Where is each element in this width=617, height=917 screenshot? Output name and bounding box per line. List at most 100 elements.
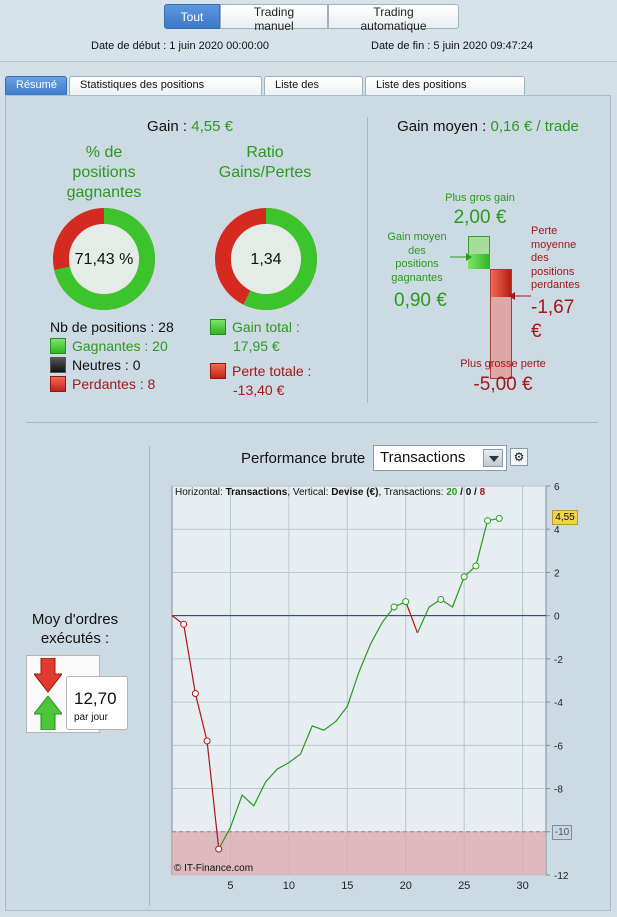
ratio-value: 1,34 (250, 251, 282, 268)
data-point (460, 573, 468, 581)
data-point (191, 689, 199, 697)
green-square-icon (50, 338, 66, 354)
loss-zone (172, 831, 546, 875)
ratio-title-line-1: Ratio (246, 144, 284, 161)
green-square-icon (210, 319, 226, 335)
avg-losing-value-unit: € (531, 321, 542, 342)
x-tick-label: 30 (517, 880, 529, 892)
avg-winning-line-3: positions (395, 258, 439, 270)
data-point (437, 595, 445, 603)
y-tick-label: -4 (554, 698, 563, 709)
data-point (215, 845, 223, 853)
y-tick-label: -12 (554, 871, 569, 882)
orders-title-line-1: Moy d'ordres (31, 611, 119, 628)
avg-gain-arrow-icon (450, 253, 472, 261)
header-v-label: , Vertical: (287, 487, 332, 498)
series-markers (180, 514, 503, 853)
totals: Gain total : 17,95 € Perte totale : -13,… (210, 318, 311, 400)
gain-total-row: Gain total : (210, 318, 311, 337)
gain-label: Gain : (147, 118, 188, 135)
mode-selector: Tout Trading manuel Trading automatique (164, 4, 459, 33)
avg-winning-label: Gain moyen des positions gagnantes (380, 231, 454, 285)
series-line (416, 517, 500, 634)
chart-mode-selected: Transactions (380, 449, 466, 466)
pct-donut-winning-arc (53, 208, 155, 310)
avg-gain-bar (468, 254, 490, 269)
chart-mode-select[interactable]: Transactions (373, 445, 507, 471)
orders-unit: par jour (74, 712, 108, 723)
mode-all-button[interactable]: Tout (164, 4, 220, 29)
mode-manual-button[interactable]: Trading manuel (220, 4, 328, 33)
biggest-loss-label: Plus grosse perte (460, 358, 546, 370)
orders-title: Moy d'ordres exécutés : (20, 610, 130, 648)
plot-area (171, 485, 547, 876)
avg-winning-line-1: Gain moyen (387, 231, 447, 243)
header-h-label: Horizontal: (175, 487, 226, 498)
ratio-title: Ratio Gains/Pertes (200, 143, 330, 183)
neutral-count: Neutres : 0 (72, 357, 141, 373)
header-sep-2: / (471, 487, 480, 498)
header-h-value: Transactions (225, 487, 288, 498)
biggest-gain-label: Plus gros gain (445, 192, 515, 204)
gain-total-value: 17,95 € (233, 338, 280, 354)
avg-losing-value-number: -1,67 (531, 297, 575, 318)
black-square-icon (50, 357, 66, 373)
x-tick-labels: 5 10 15 20 25 30 (227, 880, 528, 892)
avg-winning-line-2: des (408, 244, 426, 257)
gain-value: 4,55 € (191, 118, 233, 135)
x-tick-label: 20 (400, 880, 412, 892)
chevron-down-icon[interactable] (483, 449, 503, 467)
header-tx-green: 20 (446, 487, 458, 498)
mode-auto-button[interactable]: Trading automatique (328, 4, 459, 33)
losing-count-row: Perdantes : 8 (50, 375, 174, 394)
orders-value: 12,70 (74, 689, 117, 708)
neutral-count-row: Neutres : 0 (50, 356, 174, 375)
pct-winning-title: % de positions gagnantes (40, 143, 168, 203)
data-point (390, 603, 398, 611)
orders-value-box (66, 676, 128, 730)
red-square-icon (50, 376, 66, 392)
positions-breakdown: Nb de positions : 28 Gagnantes : 20 Neut… (50, 318, 174, 394)
data-point (495, 514, 503, 522)
ratio-title-line-2: Gains/Pertes (218, 164, 312, 181)
gain-total-label: Gain total : (232, 319, 300, 335)
x-tick-label: 15 (341, 880, 353, 892)
orders-title-line-2: exécutés : (40, 630, 110, 647)
tab-liste-positions[interactable]: Liste des positions clôturées (365, 76, 525, 108)
start-date-label: Date de début : (91, 40, 167, 52)
header-tx-label: , Transactions: (378, 487, 447, 498)
pct-title-line-2: positions (72, 164, 136, 181)
avg-winning-value: 0,90 € (394, 290, 447, 311)
y-tick-label: 0 (554, 612, 560, 623)
avg-losing-line-3: des (531, 252, 549, 264)
header-v-value: Devise (€) (331, 487, 379, 498)
end-date-label: Date de fin : (371, 40, 431, 52)
avg-loss-bar (491, 270, 511, 297)
start-date: Date de début : 1 juin 2020 00:00:00 (91, 40, 269, 52)
avg-losing-line-2: moyenne (531, 238, 577, 251)
avg-losing-line-1: Perte (531, 225, 558, 237)
pct-title-line-3: gagnantes (66, 184, 142, 201)
tab-statistiques[interactable]: Statistiques des positions clôturées (69, 76, 262, 108)
header-tx-black: 0 (465, 487, 472, 498)
bottom-vertical-divider (149, 446, 150, 906)
vertical-divider (367, 117, 368, 403)
y-tick-label: 4 (554, 525, 560, 536)
winning-count-row: Gagnantes : 20 (50, 337, 174, 356)
performance-title: Performance brute (241, 450, 366, 467)
avg-loss-arrow-icon (509, 292, 531, 300)
pct-donut-center (69, 224, 139, 294)
buy-arrow-up-icon (34, 696, 62, 730)
biggest-loss-value: -5,00 € (473, 374, 533, 395)
tab-resume[interactable]: Résumé (5, 76, 67, 95)
end-date-value: 5 juin 2020 09:47:24 (433, 40, 534, 52)
tab-liste-ordres[interactable]: Liste des ordres (264, 76, 363, 108)
avg-losing-label: Perte moyenne des positions perdantes (531, 225, 589, 293)
top-bar: Tout Trading manuel Trading automatique … (0, 0, 617, 62)
avg-losing-line-4: positions (531, 265, 575, 278)
y-tick-label: 2 (554, 568, 560, 579)
data-point (484, 517, 492, 525)
wrench-icon[interactable]: ⚙ (510, 448, 528, 466)
y-tick-label: -2 (554, 655, 563, 666)
